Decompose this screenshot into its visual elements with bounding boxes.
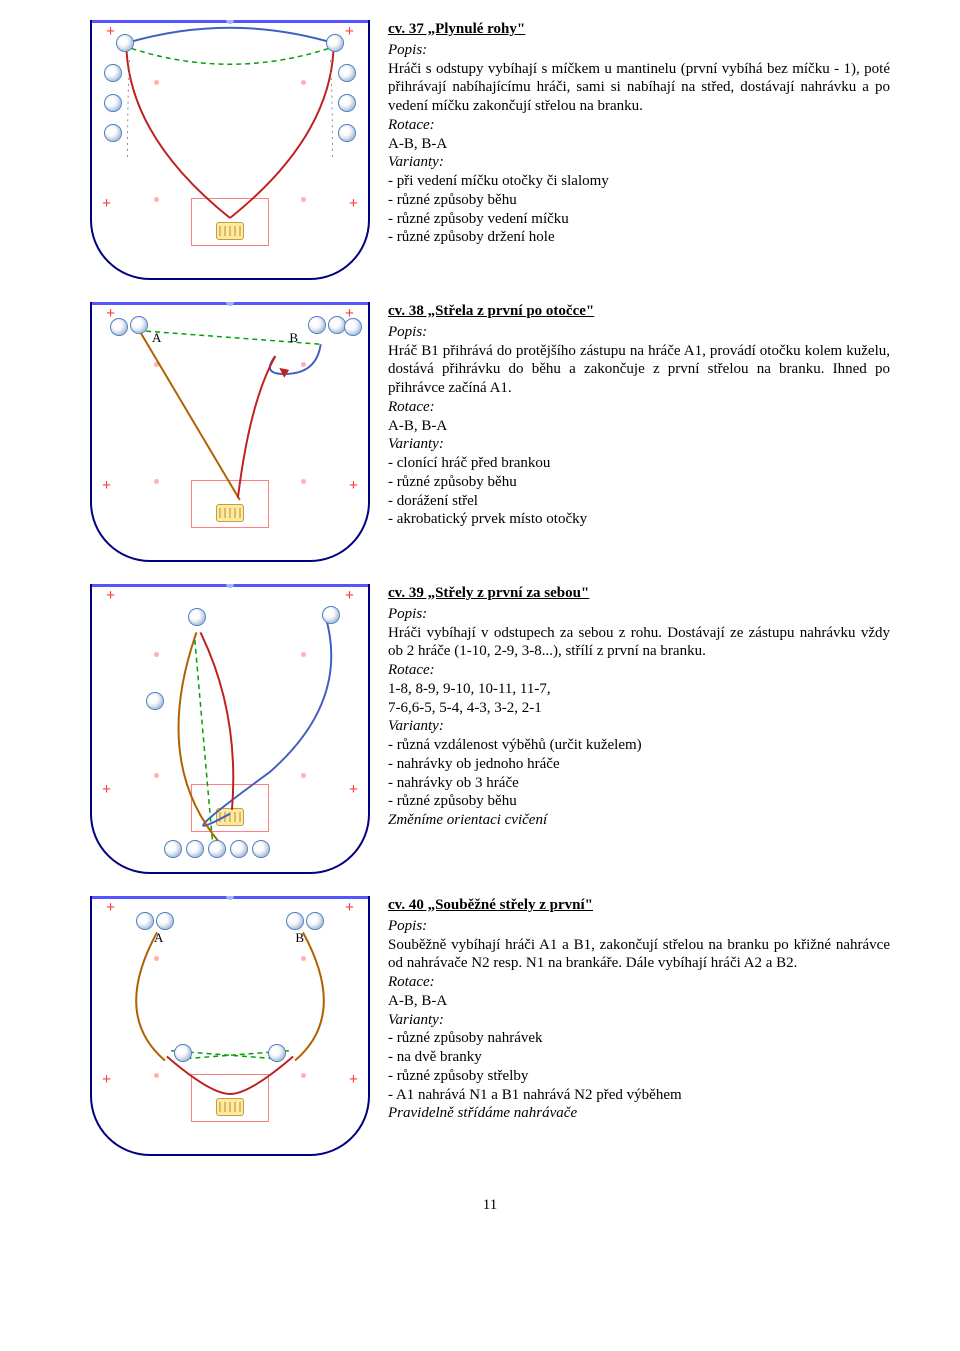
rotace-label: Rotace: xyxy=(388,661,890,680)
extra-italic: Pravidelně střídáme nahrávače xyxy=(388,1104,890,1123)
variant: - různá vzdálenost výběhů (určit kuželem… xyxy=(388,736,890,755)
variant: - dorážení střel xyxy=(388,492,890,511)
popis-label: Popis: xyxy=(388,605,890,624)
rotace-body: A-B, B-A xyxy=(388,992,890,1011)
popis-label: Popis: xyxy=(388,323,890,342)
variant: - různé způsoby vedení míčku xyxy=(388,210,890,229)
exercise-40: + + + + A B cv. 4 xyxy=(90,896,890,1156)
rotace-body: A-B, B-A xyxy=(388,135,890,154)
variant: - akrobatický prvek místo otočky xyxy=(388,510,890,529)
rotace-body-line2: 7-6,6-5, 5-4, 4-3, 3-2, 2-1 xyxy=(388,699,890,718)
diagram-39: + + + + xyxy=(90,584,370,874)
variant: - clonící hráč před brankou xyxy=(388,454,890,473)
title-40: cv. 40 „Souběžné střely z první" xyxy=(388,896,890,915)
title-38: cv. 38 „Střela z první po otočce" xyxy=(388,302,890,321)
exercise-37: + + + + cv. 37 xyxy=(90,20,890,280)
varianty-label: Varianty: xyxy=(388,435,890,454)
rotace-label: Rotace: xyxy=(388,973,890,992)
varianty-label: Varianty: xyxy=(388,717,890,736)
variant: - nahrávky ob 3 hráče xyxy=(388,774,890,793)
rotace-body-line1: 1-8, 8-9, 9-10, 10-11, 11-7, xyxy=(388,680,890,699)
label-A: A xyxy=(154,930,163,946)
varianty-label: Varianty: xyxy=(388,153,890,172)
variant: - A1 nahrává N1 a B1 nahrává N2 před výb… xyxy=(388,1086,890,1105)
text-40: cv. 40 „Souběžné střely z první" Popis: … xyxy=(388,896,890,1123)
popis-body: Souběžně vybíhají hráči A1 a B1, zakonču… xyxy=(388,936,890,974)
variant: - různé způsoby běhu xyxy=(388,473,890,492)
diagram-38: + + + + A B xyxy=(90,302,370,562)
extra-italic: Změníme orientaci cvičení xyxy=(388,811,890,830)
title-37: cv. 37 „Plynulé rohy" xyxy=(388,20,890,39)
variant: - při vedení míčku otočky či slalomy xyxy=(388,172,890,191)
exercise-38: + + + + A B cv. 38 „Střela z prvn xyxy=(90,302,890,562)
popis-body: Hráči vybíhají v odstupech za sebou z ro… xyxy=(388,624,890,662)
text-39: cv. 39 „Střely z první za sebou" Popis: … xyxy=(388,584,890,830)
title-39: cv. 39 „Střely z první za sebou" xyxy=(388,584,890,603)
popis-body: Hráči s odstupy vybíhají s míčkem u mant… xyxy=(388,60,890,116)
diagram-40: + + + + A B xyxy=(90,896,370,1156)
variant: - různé způsoby střelby xyxy=(388,1067,890,1086)
variant: - různé způsoby běhu xyxy=(388,191,890,210)
variant: - různé způsoby držení hole xyxy=(388,228,890,247)
exercise-39: + + + + cv. 39 „Střely z první za xyxy=(90,584,890,874)
text-37: cv. 37 „Plynulé rohy" Popis: Hráči s ods… xyxy=(388,20,890,247)
popis-label: Popis: xyxy=(388,41,890,60)
variant: - různé způsoby nahrávek xyxy=(388,1029,890,1048)
rotace-label: Rotace: xyxy=(388,398,890,417)
varianty-label: Varianty: xyxy=(388,1011,890,1030)
rotace-label: Rotace: xyxy=(388,116,890,135)
label-B: B xyxy=(289,330,298,346)
label-A: A xyxy=(152,330,161,346)
diagram-37: + + + + xyxy=(90,20,370,280)
variant: - různé způsoby běhu xyxy=(388,792,890,811)
variant: - nahrávky ob jednoho hráče xyxy=(388,755,890,774)
popis-label: Popis: xyxy=(388,917,890,936)
label-B: B xyxy=(295,930,304,946)
variant: - na dvě branky xyxy=(388,1048,890,1067)
popis-body: Hráč B1 přihrává do protějšího zástupu n… xyxy=(388,342,890,398)
page-number: 11 xyxy=(90,1196,890,1215)
text-38: cv. 38 „Střela z první po otočce" Popis:… xyxy=(388,302,890,529)
rotace-body: A-B, B-A xyxy=(388,417,890,436)
